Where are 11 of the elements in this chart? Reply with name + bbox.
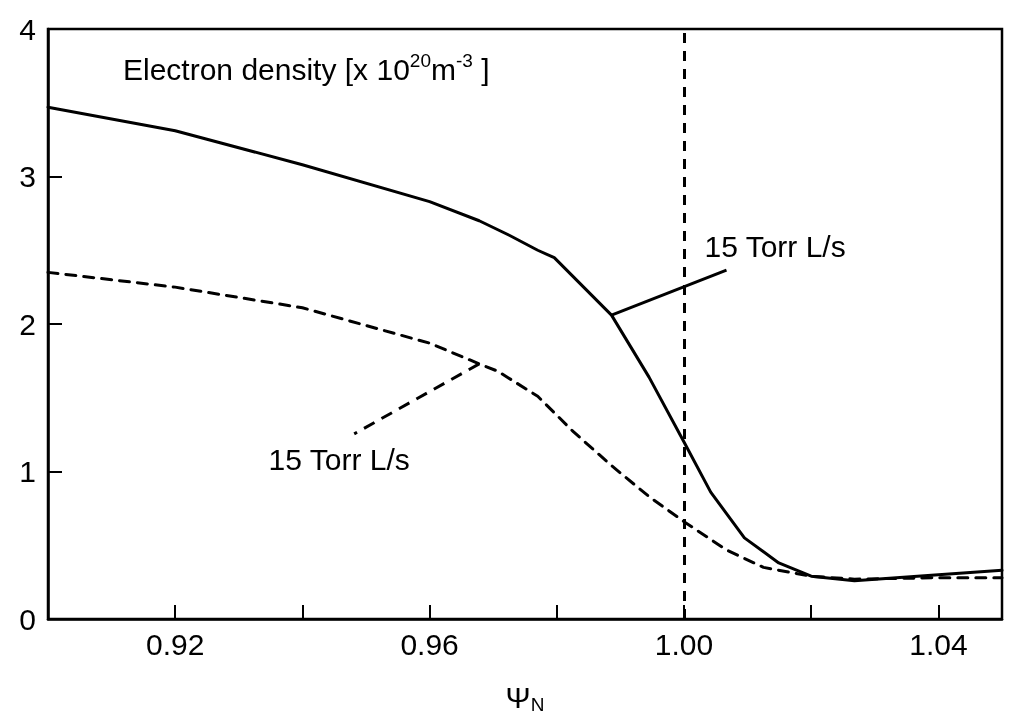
x-tick-label: 1.04 bbox=[909, 627, 968, 661]
annotation: 15 Torr L/s bbox=[268, 443, 410, 477]
x-tick-label: 0.96 bbox=[400, 627, 459, 661]
x-tick-label: 0.92 bbox=[146, 627, 205, 661]
y-tick-label: 0 bbox=[19, 602, 36, 636]
y-tick-label: 1 bbox=[19, 455, 36, 488]
y-tick-label: 2 bbox=[19, 307, 36, 341]
y-tick-label: 3 bbox=[19, 160, 36, 193]
x-tick-label: 1.00 bbox=[654, 627, 714, 661]
y-tick-label: 4 bbox=[19, 12, 36, 46]
annotation: 15 Torr L/s bbox=[704, 229, 846, 263]
